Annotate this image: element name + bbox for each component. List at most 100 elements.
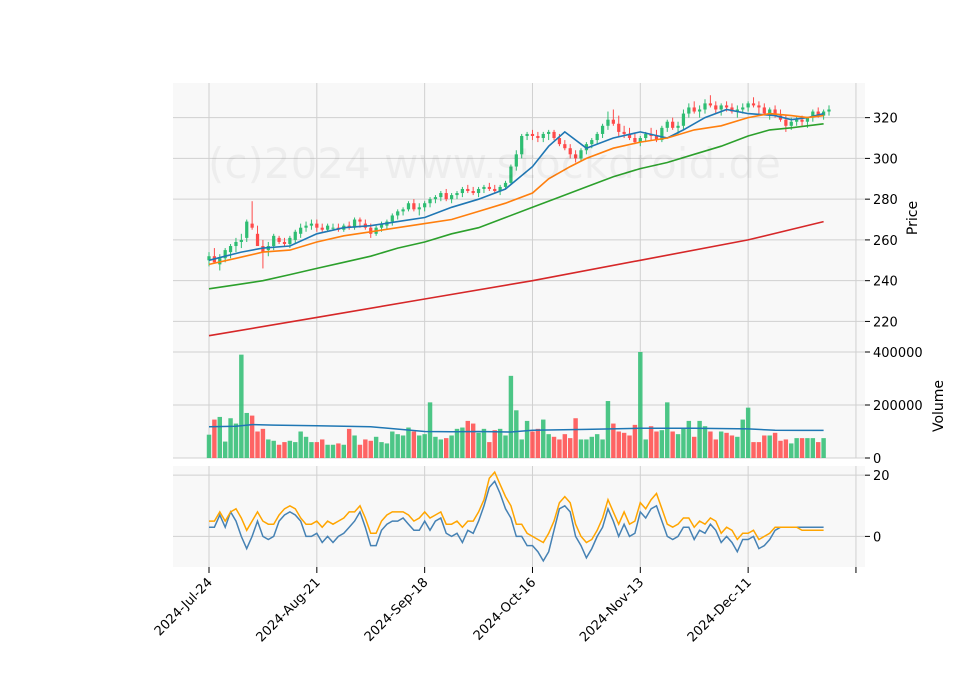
volume-ma-line xyxy=(208,423,824,433)
candle-body xyxy=(358,219,362,222)
x-tick-label: 2024-Jul-24 xyxy=(152,575,216,639)
candle-body xyxy=(428,199,432,204)
x-axis: 2024-Jul-24 2024-Aug-21 2024-Sep-18 2024-Oc… xyxy=(152,567,857,645)
volume-bar xyxy=(546,434,551,458)
volume-bar xyxy=(363,439,368,458)
ma-short-line xyxy=(208,108,824,262)
candle-body xyxy=(751,103,756,106)
volume-bar xyxy=(584,439,589,458)
candle-body xyxy=(417,207,421,210)
volume-bar xyxy=(390,431,395,458)
candle-body xyxy=(493,188,497,192)
candle-body xyxy=(455,193,459,196)
candle-body xyxy=(816,111,820,116)
ma-mid-line xyxy=(208,112,824,266)
volume-bar xyxy=(805,438,810,458)
volume-bar xyxy=(481,428,487,458)
volume-axis-title: Volume xyxy=(931,380,947,432)
candle-body xyxy=(412,203,416,210)
volume-bar xyxy=(336,443,341,458)
volume-bar xyxy=(524,420,530,458)
volume-bar xyxy=(821,438,826,458)
volume-bar xyxy=(271,440,276,458)
volume-bar xyxy=(417,435,422,458)
candle-body xyxy=(557,138,562,145)
volume-bar xyxy=(433,436,438,458)
volume-bar xyxy=(427,402,433,458)
volume-bar xyxy=(675,434,681,458)
x-tick-label: 2024-Sep-18 xyxy=(362,575,432,645)
candle-body xyxy=(768,109,772,114)
volume-bar xyxy=(573,418,578,458)
volume-bar xyxy=(244,412,249,458)
volume-bar xyxy=(578,439,584,458)
volume-bar xyxy=(541,419,546,458)
volume-bar xyxy=(616,431,621,458)
candle-body xyxy=(622,131,626,134)
x-tick-label: 2024-Aug-21 xyxy=(254,575,324,645)
candle-body xyxy=(503,182,508,187)
volume-bar xyxy=(729,435,735,458)
oscillator-background xyxy=(173,466,865,567)
candle-body xyxy=(520,135,524,155)
volume-bar xyxy=(648,426,654,458)
candle-body xyxy=(476,188,481,194)
price-ytick-label: 300 xyxy=(873,152,898,167)
candle-body xyxy=(800,119,804,122)
volume-bar xyxy=(692,436,697,458)
volume-bar xyxy=(740,419,745,458)
volume-bar xyxy=(249,415,255,458)
candle-body xyxy=(573,154,578,159)
volume-bar xyxy=(379,442,384,458)
candle-body xyxy=(272,235,276,247)
volume-bar xyxy=(260,428,266,458)
candle-body xyxy=(245,221,249,238)
volume-bar xyxy=(460,427,465,458)
candle-body xyxy=(590,140,594,145)
volume-bar xyxy=(762,435,767,458)
x-tick-label: 2024-Dec-11 xyxy=(685,575,755,645)
candle-body xyxy=(482,186,486,189)
candle-body xyxy=(730,107,734,112)
candle-body xyxy=(439,193,443,198)
candle-body xyxy=(579,150,583,159)
candle-body xyxy=(746,103,750,108)
candle-body xyxy=(563,144,567,149)
candle-body xyxy=(379,223,384,228)
volume-bar xyxy=(303,436,309,458)
volume-bar xyxy=(659,430,665,458)
ma-longest-line xyxy=(208,220,824,337)
candle-body xyxy=(660,127,664,141)
volume-bar xyxy=(686,420,692,458)
candle-body xyxy=(498,186,502,192)
candle-body xyxy=(466,188,470,192)
volume-bar xyxy=(745,407,751,458)
candle-body xyxy=(352,219,357,228)
volume-bar xyxy=(530,431,535,458)
candle-body xyxy=(665,121,669,128)
volume-bar xyxy=(287,440,293,458)
candle-body xyxy=(724,105,729,108)
volume-bar xyxy=(654,431,659,458)
volume-bar xyxy=(670,431,675,458)
volume-bar xyxy=(293,442,298,458)
candle-body xyxy=(536,135,540,139)
candle-body xyxy=(714,105,718,110)
candle-body xyxy=(681,113,686,126)
volume-bar xyxy=(438,439,444,458)
oscillator-ytick-label: 0 xyxy=(873,530,881,545)
volume-bar xyxy=(503,435,508,458)
volume-bar xyxy=(724,432,729,458)
volume-bar xyxy=(411,431,417,458)
volume-bar xyxy=(255,431,260,458)
volume-bar xyxy=(373,436,379,458)
volume-bar xyxy=(228,418,233,458)
candle-body xyxy=(471,191,475,194)
candle-body xyxy=(719,105,723,110)
price-ytick-label: 280 xyxy=(873,193,898,208)
volume-bar xyxy=(638,352,643,458)
volume-bar xyxy=(352,435,357,458)
volume-bar xyxy=(239,354,244,458)
volume-ytick-label: 0 xyxy=(873,452,881,467)
